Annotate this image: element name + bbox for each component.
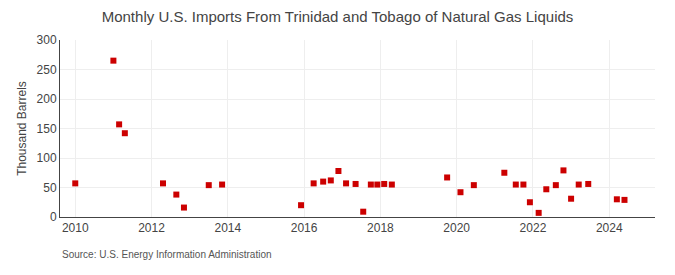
svg-text:2012: 2012 bbox=[138, 221, 165, 235]
svg-text:250: 250 bbox=[37, 63, 57, 77]
svg-text:Source: U.S. Energy Informatio: Source: U.S. Energy Information Administ… bbox=[62, 249, 272, 260]
svg-text:Thousand Barrels: Thousand Barrels bbox=[15, 81, 29, 176]
svg-text:Monthly U.S. Imports From Trin: Monthly U.S. Imports From Trinidad and T… bbox=[102, 8, 574, 25]
svg-text:300: 300 bbox=[37, 33, 57, 47]
svg-text:50: 50 bbox=[43, 181, 57, 195]
svg-text:2016: 2016 bbox=[291, 221, 318, 235]
svg-text:0: 0 bbox=[50, 210, 57, 224]
svg-text:2010: 2010 bbox=[62, 221, 89, 235]
svg-text:200: 200 bbox=[37, 92, 57, 106]
svg-text:150: 150 bbox=[37, 122, 57, 136]
svg-text:2018: 2018 bbox=[367, 221, 394, 235]
svg-text:2024: 2024 bbox=[596, 221, 623, 235]
svg-text:2022: 2022 bbox=[520, 221, 547, 235]
svg-text:2014: 2014 bbox=[214, 221, 241, 235]
svg-text:2020: 2020 bbox=[443, 221, 470, 235]
svg-text:100: 100 bbox=[37, 151, 57, 165]
